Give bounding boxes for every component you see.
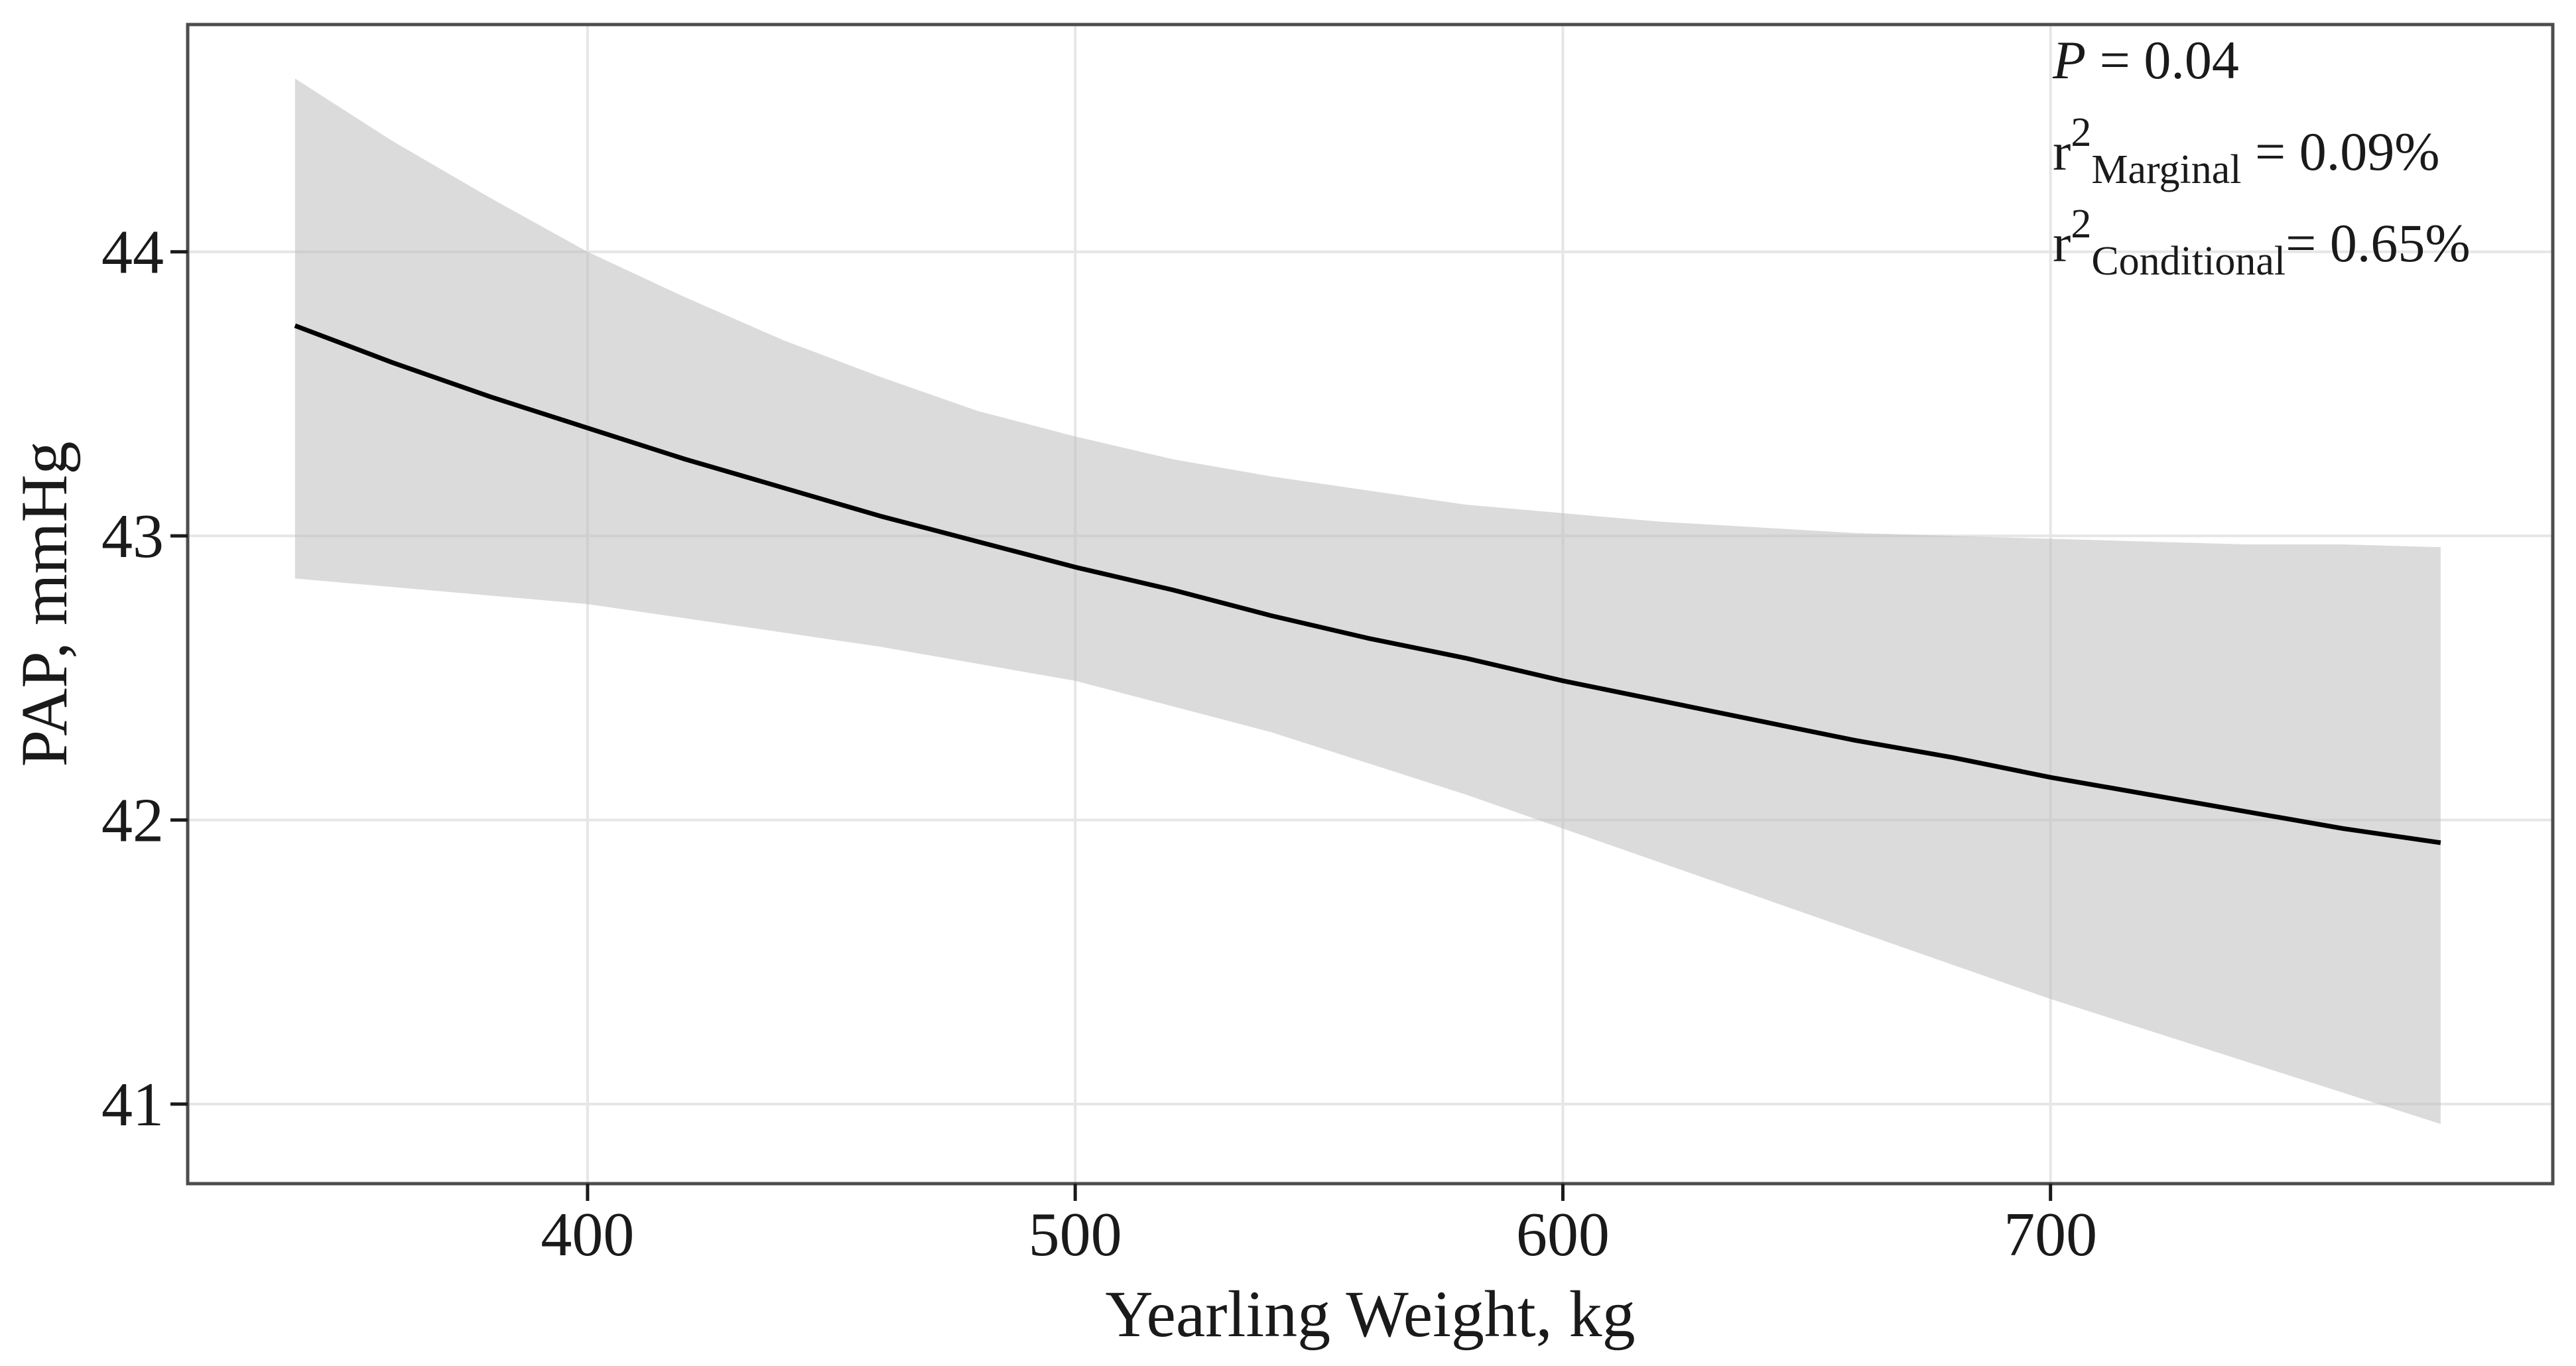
- p-value-text: P = 0.04: [2052, 30, 2239, 90]
- p-symbol: P: [2052, 30, 2086, 90]
- y-tick-label: 43: [101, 502, 164, 571]
- r2-base: r: [2053, 121, 2071, 182]
- confidence-ribbon: [294, 78, 2441, 1124]
- r2-superscript: 2: [2071, 110, 2091, 155]
- x-axis-tick-labels: 400 500 600 700: [541, 1200, 2097, 1269]
- y-axis-title: PAP, mmHg: [7, 442, 81, 767]
- x-axis-title: Yearling Weight, kg: [1105, 1277, 1635, 1351]
- r2-subscript-conditional: Conditional: [2091, 239, 2286, 284]
- x-tick-label: 400: [541, 1200, 634, 1269]
- r2-conditional-value: = 0.65%: [2286, 213, 2471, 273]
- y-axis-tick-labels: 41 42 43 44: [101, 218, 164, 1139]
- y-tick-label: 41: [101, 1070, 164, 1139]
- y-tick-label: 44: [101, 218, 164, 287]
- x-tick-label: 700: [2004, 1200, 2097, 1269]
- r2-marginal-value: = 0.09%: [2241, 121, 2439, 182]
- r2-marginal-text: r2Marginal = 0.09%: [2053, 110, 2440, 192]
- x-tick-label: 600: [1516, 1200, 1610, 1269]
- p-value: = 0.04: [2086, 30, 2239, 90]
- panel-border: [186, 23, 2555, 1186]
- r2-base: r: [2053, 213, 2071, 273]
- fitted-regression-line: [294, 323, 2441, 845]
- r2-superscript: 2: [2071, 202, 2091, 247]
- x-tick-label: 500: [1029, 1200, 1122, 1269]
- r2-conditional-text: r2Conditional= 0.65%: [2053, 202, 2471, 284]
- axis-tick-marks: [170, 250, 2053, 1201]
- y-tick-label: 42: [101, 786, 164, 855]
- r2-subscript-marginal: Marginal: [2091, 147, 2241, 192]
- stats-annotation: P = 0.04 r2Marginal = 0.09% r2Conditiona…: [2052, 30, 2471, 284]
